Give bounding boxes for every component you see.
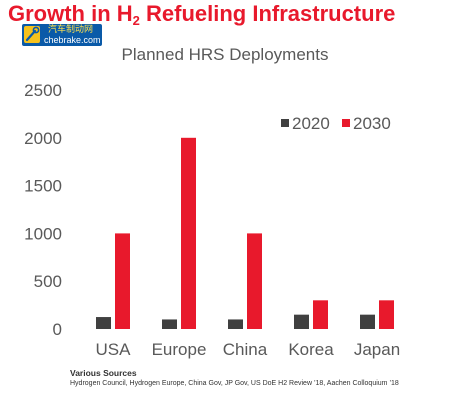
y-tick-label: 2500 — [24, 81, 62, 100]
slide-title-part: Growth in H — [8, 1, 133, 26]
sources-title: Various Sources — [70, 368, 137, 378]
y-tick-label: 0 — [53, 320, 62, 339]
chart-title: Planned HRS Deployments — [122, 45, 329, 64]
x-tick-label: China — [223, 340, 268, 359]
legend: 2020 2030 — [281, 114, 391, 133]
bar-2020-korea — [294, 314, 309, 329]
bar-2030-usa — [115, 233, 130, 329]
bar-2030-korea — [313, 300, 328, 329]
y-tick-label: 1000 — [24, 224, 62, 243]
y-tick-label: 1500 — [24, 177, 62, 196]
x-tick-label: USA — [96, 340, 132, 359]
y-tick-label: 500 — [34, 272, 62, 291]
slide-title-part: Refueling Infrastructure — [139, 1, 396, 26]
slide-title: Growth in H2 Refueling Infrastructure — [8, 0, 395, 28]
sources-text: Hydrogen Council, Hydrogen Europe, China… — [70, 380, 399, 387]
bar-2020-japan — [360, 314, 375, 329]
logo-url: chebrake.com — [44, 35, 101, 45]
bar-2020-china — [228, 319, 243, 329]
logo-text: 汽车制动网 — [48, 25, 94, 35]
x-axis: USA Europe China Korea Japan — [96, 340, 401, 359]
bar-2030-china — [247, 233, 262, 329]
legend-swatch — [342, 119, 350, 127]
y-axis: 0 500 1000 1500 2000 2500 — [24, 81, 62, 339]
x-tick-label: Japan — [354, 340, 400, 359]
y-tick-label: 2000 — [24, 129, 62, 148]
bar-2020-europe — [162, 319, 177, 329]
legend-swatch — [281, 119, 289, 127]
bar-2030-japan — [379, 300, 394, 329]
bar-series — [96, 137, 394, 329]
wrench-icon — [24, 26, 40, 43]
legend-label: 2020 — [292, 114, 330, 133]
slide-title-subscript: 2 — [132, 13, 140, 28]
watermark-logo: 汽车制动网 chebrake.com — [22, 24, 102, 46]
legend-label: 2030 — [353, 114, 391, 133]
x-tick-label: Korea — [288, 340, 334, 359]
bar-2030-europe — [181, 137, 196, 329]
x-tick-label: Europe — [152, 340, 207, 359]
bar-2020-usa — [96, 317, 111, 329]
